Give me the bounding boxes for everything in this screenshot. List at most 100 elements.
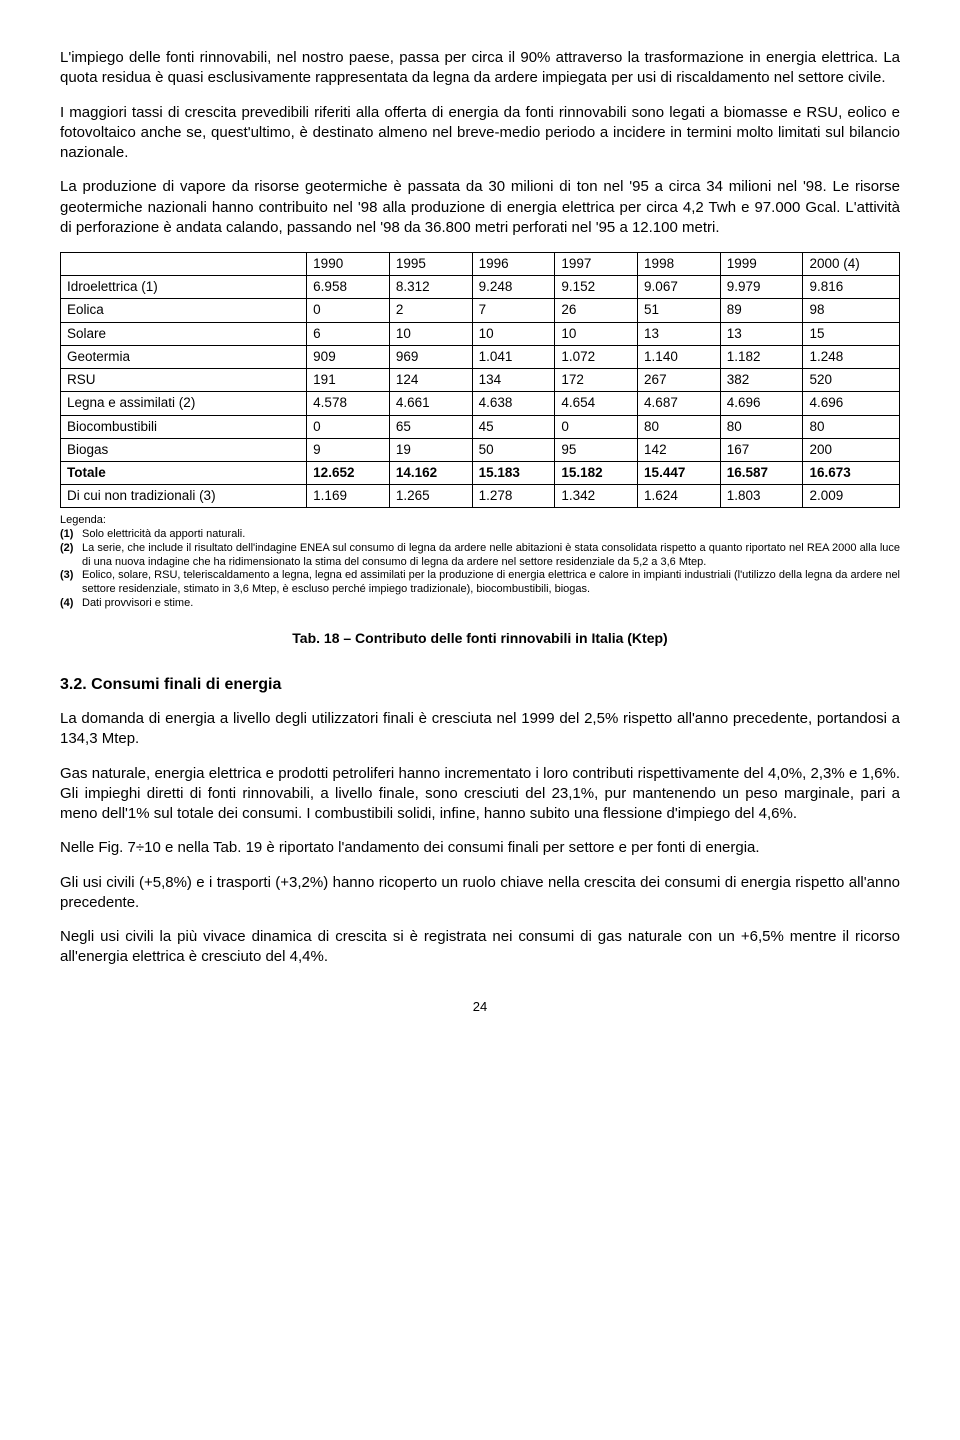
page-number: 24 [60, 998, 900, 1016]
legend-number: (2) [60, 542, 82, 570]
table-total-cell: 12.652 [307, 461, 390, 484]
legend-text: La serie, che include il risultato dell'… [82, 542, 900, 570]
table-cell: 4.696 [803, 392, 900, 415]
table-cell: Biogas [61, 438, 307, 461]
table-cell: 167 [720, 438, 803, 461]
table-cell: 1.265 [389, 485, 472, 508]
paragraph: Gli usi civili (+5,8%) e i trasporti (+3… [60, 873, 900, 914]
table-cell: 13 [638, 322, 721, 345]
table-cell: Geotermia [61, 345, 307, 368]
table-cell: 1.140 [638, 345, 721, 368]
table-cell: RSU [61, 369, 307, 392]
table-cell: 1.182 [720, 345, 803, 368]
section-heading: 3.2. Consumi finali di energia [60, 674, 900, 696]
table-total-cell: Totale [61, 461, 307, 484]
table-total-cell: 16.673 [803, 461, 900, 484]
table-cell: 51 [638, 299, 721, 322]
table-cell: 6.958 [307, 276, 390, 299]
table-cell: Biocombustibili [61, 415, 307, 438]
legend-heading: Legenda: [60, 514, 900, 528]
table-cell: 15 [803, 322, 900, 345]
table-cell: 909 [307, 345, 390, 368]
legend-item: (2)La serie, che include il risultato de… [60, 542, 900, 570]
table-cell: 1.624 [638, 485, 721, 508]
table-cell: 520 [803, 369, 900, 392]
table-total-cell: 15.183 [472, 461, 555, 484]
legend-item: (1)Solo elettricità da apporti naturali. [60, 528, 900, 542]
table-cell: 80 [803, 415, 900, 438]
table-cell: 0 [555, 415, 638, 438]
table-cell: 9 [307, 438, 390, 461]
table-cell: 1.169 [307, 485, 390, 508]
table-total-cell: 15.182 [555, 461, 638, 484]
table-total-cell: 14.162 [389, 461, 472, 484]
table-cell: 1.278 [472, 485, 555, 508]
table-cell: 1.072 [555, 345, 638, 368]
table-cell: 1.803 [720, 485, 803, 508]
legend-text: Solo elettricità da apporti naturali. [82, 528, 900, 542]
table-cell: 2.009 [803, 485, 900, 508]
paragraph: Nelle Fig. 7÷10 e nella Tab. 19 è riport… [60, 838, 900, 858]
table-cell: 142 [638, 438, 721, 461]
table-cell: 382 [720, 369, 803, 392]
table-cell: 89 [720, 299, 803, 322]
paragraph: I maggiori tassi di crescita prevedibili… [60, 103, 900, 164]
table-cell: 134 [472, 369, 555, 392]
table-cell: 200 [803, 438, 900, 461]
legend-text: Dati provvisori e stime. [82, 597, 900, 611]
table-cell: 9.067 [638, 276, 721, 299]
table-cell: 9.248 [472, 276, 555, 299]
table-cell: 98 [803, 299, 900, 322]
table-header-cell: 1999 [720, 253, 803, 276]
table-caption: Tab. 18 – Contributo delle fonti rinnova… [60, 629, 900, 648]
paragraph: Gas naturale, energia elettrica e prodot… [60, 764, 900, 825]
data-table: 1990199519961997199819992000 (4)Idroelet… [60, 252, 900, 508]
table-cell: 8.312 [389, 276, 472, 299]
paragraph: La domanda di energia a livello degli ut… [60, 709, 900, 750]
table-cell: 267 [638, 369, 721, 392]
table-header-cell: 2000 (4) [803, 253, 900, 276]
table-cell: 10 [389, 322, 472, 345]
legend-number: (1) [60, 528, 82, 542]
legend-item: (3)Eolico, solare, RSU, teleriscaldament… [60, 569, 900, 597]
table-legend: Legenda: (1)Solo elettricità da apporti … [60, 514, 900, 610]
table-cell: 26 [555, 299, 638, 322]
table-header-cell: 1997 [555, 253, 638, 276]
table-cell: Eolica [61, 299, 307, 322]
table-cell: Solare [61, 322, 307, 345]
table-cell: 10 [472, 322, 555, 345]
table-cell: 80 [638, 415, 721, 438]
table-cell: 6 [307, 322, 390, 345]
table-header-cell [61, 253, 307, 276]
paragraph: L'impiego delle fonti rinnovabili, nel n… [60, 48, 900, 89]
table-cell: 10 [555, 322, 638, 345]
table-header-cell: 1998 [638, 253, 721, 276]
table-cell: 13 [720, 322, 803, 345]
table-cell: Idroelettrica (1) [61, 276, 307, 299]
table-cell: 0 [307, 415, 390, 438]
table-cell: Di cui non tradizionali (3) [61, 485, 307, 508]
table-cell: 191 [307, 369, 390, 392]
table-cell: 4.654 [555, 392, 638, 415]
table-cell: 4.638 [472, 392, 555, 415]
table-cell: 7 [472, 299, 555, 322]
table-cell: 80 [720, 415, 803, 438]
table-cell: 9.152 [555, 276, 638, 299]
table-cell: 9.816 [803, 276, 900, 299]
table-cell: 4.578 [307, 392, 390, 415]
table-cell: 4.696 [720, 392, 803, 415]
paragraph: La produzione di vapore da risorse geote… [60, 177, 900, 238]
table-cell: 4.687 [638, 392, 721, 415]
table-cell: 65 [389, 415, 472, 438]
legend-item: (4)Dati provvisori e stime. [60, 597, 900, 611]
table-header-cell: 1990 [307, 253, 390, 276]
table-cell: 1.041 [472, 345, 555, 368]
table-cell: 124 [389, 369, 472, 392]
table-cell: 2 [389, 299, 472, 322]
table-cell: 0 [307, 299, 390, 322]
table-cell: 45 [472, 415, 555, 438]
table-cell: 172 [555, 369, 638, 392]
table-cell: 9.979 [720, 276, 803, 299]
table-header-cell: 1995 [389, 253, 472, 276]
paragraph: Negli usi civili la più vivace dinamica … [60, 927, 900, 968]
